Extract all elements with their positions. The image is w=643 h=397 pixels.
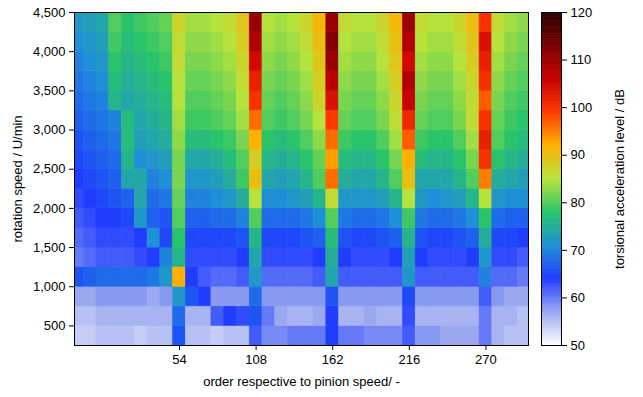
svg-text:270: 270 bbox=[475, 352, 497, 367]
svg-text:216: 216 bbox=[398, 352, 420, 367]
svg-text:54: 54 bbox=[172, 352, 186, 367]
svg-text:2,000: 2,000 bbox=[33, 201, 66, 216]
svg-text:162: 162 bbox=[322, 352, 344, 367]
svg-text:2,500: 2,500 bbox=[33, 161, 66, 176]
svg-text:80: 80 bbox=[571, 195, 585, 210]
svg-text:order respective to pinion spe: order respective to pinion speed/ - bbox=[203, 374, 400, 389]
svg-text:50: 50 bbox=[571, 338, 585, 353]
svg-text:100: 100 bbox=[571, 100, 593, 115]
svg-text:108: 108 bbox=[245, 352, 267, 367]
svg-text:70: 70 bbox=[571, 243, 585, 258]
svg-text:3,000: 3,000 bbox=[33, 122, 66, 137]
svg-text:1,000: 1,000 bbox=[33, 279, 66, 294]
svg-text:rotation speed / U/min: rotation speed / U/min bbox=[10, 115, 25, 242]
svg-text:3,500: 3,500 bbox=[33, 83, 66, 98]
svg-text:1,500: 1,500 bbox=[33, 240, 66, 255]
svg-text:4,500: 4,500 bbox=[33, 5, 66, 20]
svg-text:120: 120 bbox=[571, 5, 593, 20]
svg-text:4,000: 4,000 bbox=[33, 44, 66, 59]
svg-text:90: 90 bbox=[571, 147, 585, 162]
svg-text:60: 60 bbox=[571, 290, 585, 305]
svg-text:torsional acceleration level /: torsional acceleration level / dB bbox=[612, 89, 627, 269]
svg-text:110: 110 bbox=[571, 52, 592, 67]
svg-text:500: 500 bbox=[44, 318, 66, 333]
